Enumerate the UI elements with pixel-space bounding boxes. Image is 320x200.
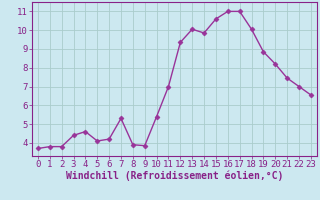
X-axis label: Windchill (Refroidissement éolien,°C): Windchill (Refroidissement éolien,°C) [66, 171, 283, 181]
